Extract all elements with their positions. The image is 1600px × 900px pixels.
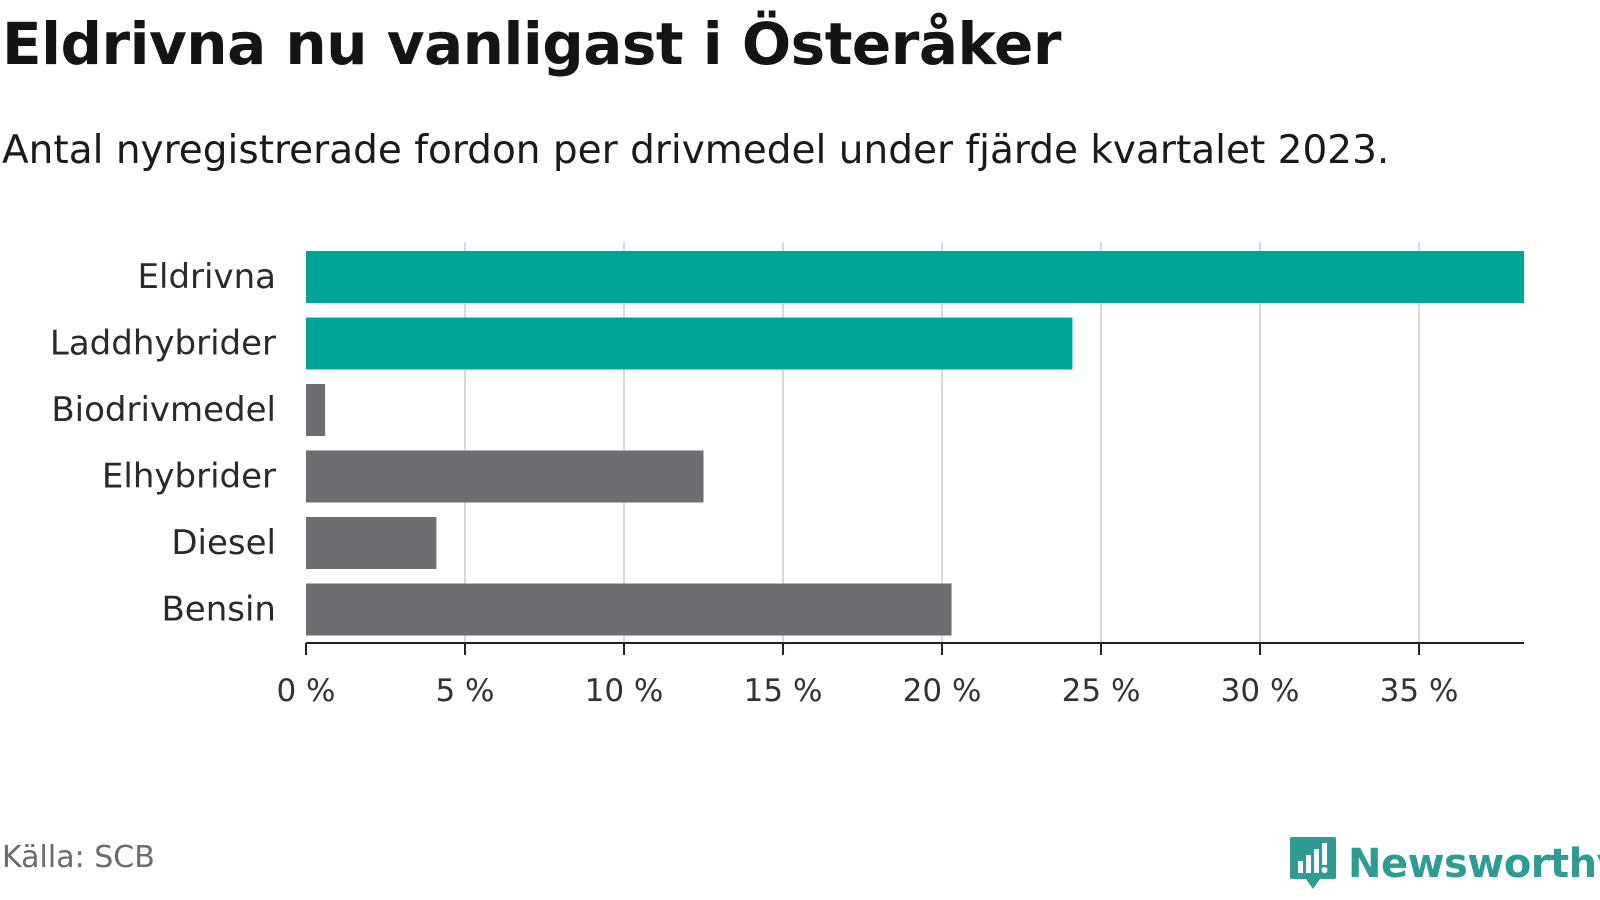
bar-chart: Eldrivna Laddhybrider Biodrivmedel Elhybrid… [50,242,1524,709]
bar-laddhybrider [306,317,1073,370]
x-axis-ticks: 0 % 5 % 10 % 15 % 20 % 25 % 30 % 35 % [276,643,1458,709]
chart-title: Eldrivna nu vanligast i Österåker [2,10,1061,78]
x-tick-label: 25 % [1062,673,1141,709]
category-label: Bensin [161,590,276,630]
category-label: Laddhybrider [50,324,276,364]
x-tick-label: 30 % [1221,673,1300,709]
newsworthy-logo-icon [1290,837,1336,889]
category-label: Eldrivna [138,257,276,297]
bar-elhybrider [306,450,704,503]
x-tick-label: 35 % [1380,673,1459,709]
brand-name: Newsworthy [1348,841,1600,887]
bar-biodrivmedel [306,384,326,436]
category-label: Diesel [171,523,276,563]
category-label: Elhybrider [102,457,276,497]
source-note: Källa: SCB [2,840,155,875]
x-tick-label: 20 % [903,673,982,709]
grid-lines [464,242,1421,643]
category-label: Biodrivmedel [51,390,276,430]
bar-diesel [306,517,437,569]
chart-subtitle: Antal nyregistrerade fordon per drivmede… [2,128,1390,173]
x-tick-label: 0 % [276,673,335,709]
x-tick-label: 5 % [435,673,494,709]
x-tick-label: 15 % [744,673,823,709]
x-tick-label: 10 % [585,673,664,709]
brand-logo[interactable]: Newsworthy [1288,835,1600,893]
bar-bensin [306,583,952,636]
bar-eldrivna [306,251,1524,303]
bars [306,251,1524,636]
category-labels: Eldrivna Laddhybrider Biodrivmedel Elhybrid… [50,257,276,630]
